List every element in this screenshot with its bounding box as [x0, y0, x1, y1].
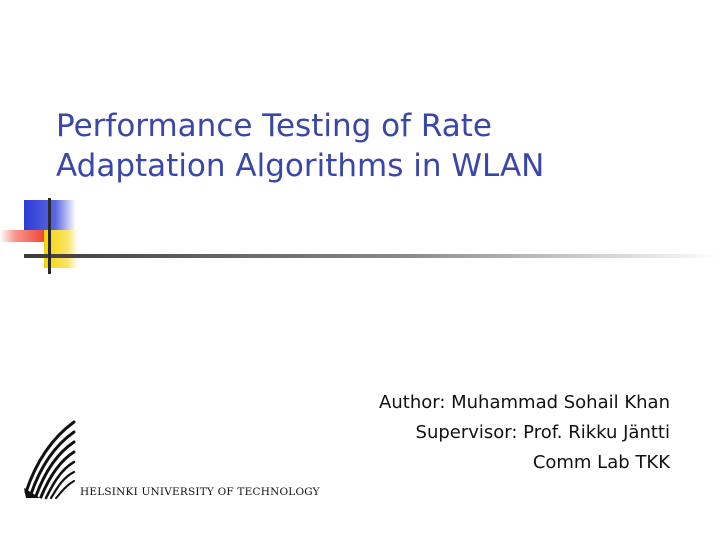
title-line-2: Adaptation Algorithms in WLAN	[56, 148, 545, 184]
title-line-1: Performance Testing of Rate	[56, 108, 492, 144]
lab-line: Comm Lab TKK	[532, 452, 670, 473]
supervisor-line: Supervisor: Prof. Rikku Jäntti	[415, 422, 670, 443]
author-block: Author: Muhammad Sohail Khan Supervisor:…	[250, 388, 670, 478]
author-line: Author: Muhammad Sohail Khan	[379, 392, 670, 413]
title-decoration	[0, 198, 720, 274]
vertical-rule	[48, 198, 51, 274]
university-name: HELSINKI UNIVERSITY OF TECHNOLOGY	[80, 486, 320, 498]
red-bar	[0, 230, 48, 242]
horizontal-rule	[24, 254, 720, 258]
university-logo-icon	[24, 420, 76, 500]
slide-title: Performance Testing of Rate Adaptation A…	[56, 106, 696, 186]
